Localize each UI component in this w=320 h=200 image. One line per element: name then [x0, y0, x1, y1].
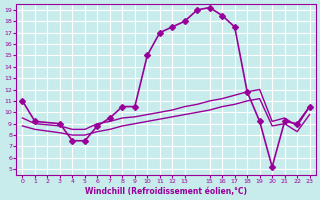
X-axis label: Windchill (Refroidissement éolien,°C): Windchill (Refroidissement éolien,°C) — [85, 187, 247, 196]
